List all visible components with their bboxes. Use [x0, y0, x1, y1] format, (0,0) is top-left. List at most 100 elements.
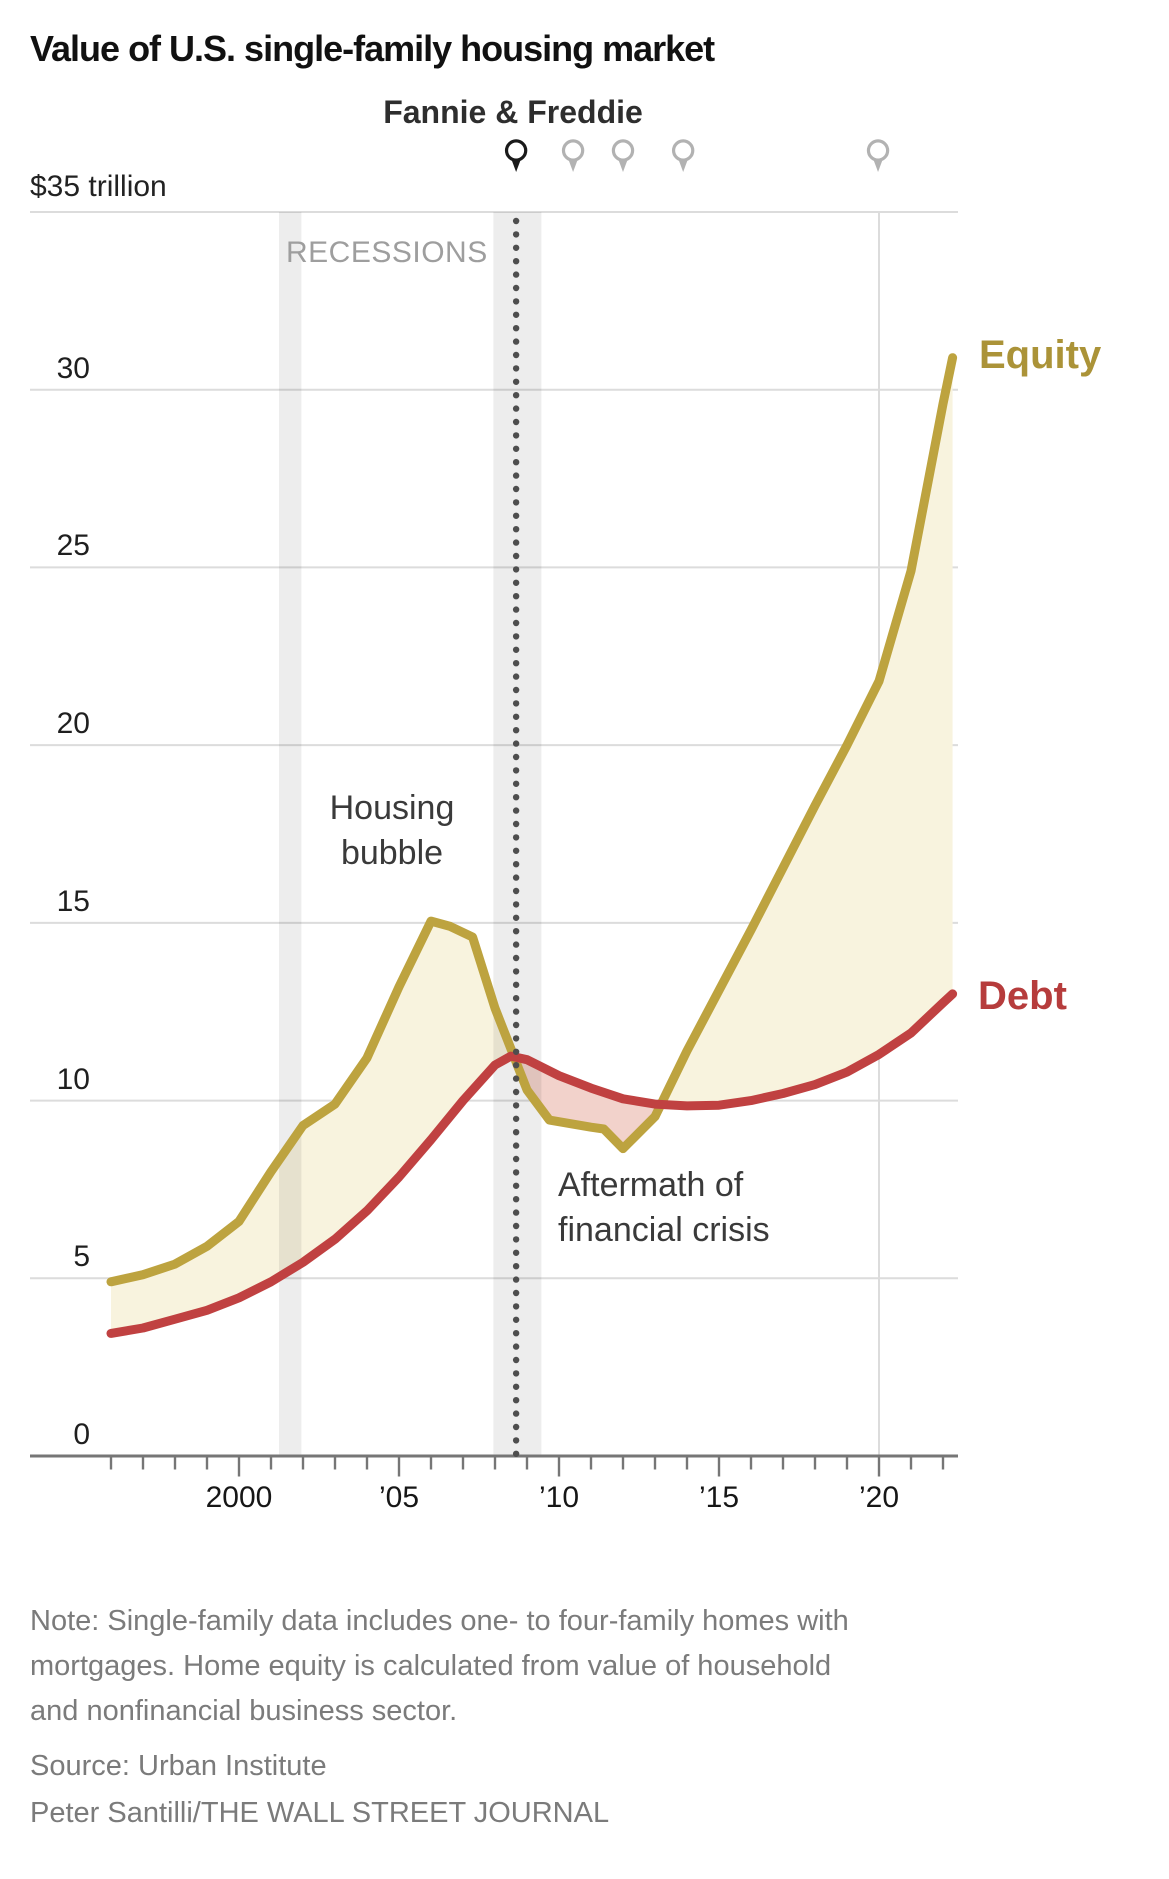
event-line-dot	[512, 1316, 520, 1323]
event-line-dot	[512, 418, 520, 426]
timeline-pin-icon[interactable]	[561, 139, 585, 172]
housing-bubble-annotation-line2: bubble	[340, 834, 444, 872]
event-line-dot	[512, 1075, 520, 1082]
debt-series-label: Debt	[978, 974, 1067, 1018]
y-tick-label-20: 20	[56, 707, 90, 741]
between-series-fills	[111, 357, 953, 1334]
event-line-dot	[512, 365, 520, 372]
timeline-pin-icon[interactable]	[611, 139, 635, 172]
event-line-dot	[512, 485, 520, 493]
event-line-dot	[512, 244, 520, 251]
event-dotted-line	[512, 217, 520, 1457]
event-pins	[504, 139, 890, 172]
event-line-dot	[512, 472, 520, 479]
event-line-dot	[512, 445, 520, 452]
debt-line	[106, 989, 958, 1338]
event-line-dot	[512, 646, 520, 653]
x-tick-label-2020: ’20	[858, 1481, 900, 1514]
y-tick-label-0: 0	[73, 1418, 90, 1451]
y-tick-label-10: 10	[56, 1062, 90, 1096]
event-line-dot	[512, 566, 520, 573]
footnote-line-2: mortgages. Home equity is calculated fro…	[30, 1650, 832, 1682]
event-line-dot	[512, 619, 520, 627]
equity-line	[106, 353, 958, 1287]
event-line-dot	[512, 1061, 520, 1069]
event-line-dot	[512, 1195, 520, 1203]
event-line-dot	[512, 378, 520, 385]
event-line-dot	[512, 887, 520, 895]
pin-head	[866, 139, 890, 162]
event-line-dot	[512, 954, 520, 962]
event-line-dot	[512, 740, 520, 747]
y-tick-label-25: 25	[56, 529, 90, 563]
event-line-dot	[512, 1102, 520, 1109]
credit-line: Peter Santilli/THE WALL STREET JOURNAL	[30, 1797, 610, 1829]
source-line: Source: Urban Institute	[30, 1750, 327, 1782]
event-line-dot	[512, 231, 520, 238]
timeline-pin-icon[interactable]	[671, 139, 695, 172]
x-tick-label-2000: 2000	[205, 1481, 273, 1514]
event-line-dot	[512, 1115, 520, 1122]
event-line-dot	[512, 284, 520, 292]
event-line-dot	[512, 1276, 520, 1283]
pin-head	[561, 139, 585, 162]
pin-tail	[677, 158, 689, 172]
x-tick-label-2015: ’15	[698, 1481, 740, 1514]
event-line-dot	[512, 820, 520, 828]
event-line-dot	[512, 1209, 520, 1216]
event-line-dot	[512, 1303, 520, 1310]
y-tick-label-15: 15	[56, 884, 90, 918]
y-axis-unit-label: $35 trillion	[30, 170, 167, 203]
event-line-dot	[512, 1155, 520, 1163]
event-line-dot	[512, 1410, 520, 1417]
event-line-dot	[512, 659, 520, 667]
recession-band	[493, 211, 542, 1456]
event-line-dot	[512, 351, 520, 359]
event-line-dot	[512, 1048, 520, 1055]
event-line-dot	[512, 793, 520, 801]
event-line-dot	[512, 391, 520, 399]
x-tick-label-2010: ’10	[538, 1481, 580, 1514]
timeline-pin-icon[interactable]	[866, 139, 890, 172]
pin-head	[504, 139, 528, 162]
event-line-dot	[512, 525, 520, 533]
event-line-dot	[512, 700, 520, 707]
event-line-dot	[512, 512, 520, 519]
footnote-line-1: Note: Single-family data includes one- t…	[30, 1605, 849, 1637]
event-line-dot	[512, 1356, 520, 1364]
event-line-dot	[512, 713, 520, 720]
equity-series-label: Equity	[979, 333, 1102, 377]
event-line-dot	[512, 579, 520, 586]
event-line-dot	[512, 994, 520, 1002]
event-line-dot	[512, 257, 520, 265]
event-line-dot	[512, 673, 520, 680]
event-line-dot	[512, 1396, 520, 1404]
event-line-dot	[512, 458, 520, 466]
event-line-dot	[512, 1289, 520, 1297]
event-line-dot	[512, 552, 520, 560]
fannie-freddie-pin-icon[interactable]	[504, 139, 528, 172]
event-line-dot	[512, 901, 520, 908]
y-tick-label-30: 30	[56, 351, 90, 385]
event-line-dot	[512, 981, 520, 988]
event-line-dot	[512, 1182, 520, 1189]
footnote-line-3: and nonfinancial business sector.	[30, 1695, 458, 1727]
event-line-dot	[512, 1236, 520, 1243]
event-line-dot	[512, 941, 520, 948]
event-line-dot	[512, 753, 520, 761]
equity-over-debt-fill	[660, 357, 953, 1106]
event-line-dot	[512, 874, 520, 881]
recessions-label: RECESSIONS	[286, 236, 488, 269]
pin-head	[611, 139, 635, 162]
event-line-dot	[512, 324, 520, 332]
aftermath-annotation-line1: Aftermath of	[558, 1166, 744, 1204]
x-axis	[30, 1454, 958, 1477]
event-line-dot	[512, 1088, 520, 1096]
event-line-dot	[512, 1222, 520, 1230]
event-line-dot	[512, 686, 520, 694]
x-tick-label-2005: ’05	[378, 1481, 420, 1514]
pin-tail	[617, 158, 629, 172]
event-line-dot	[512, 780, 520, 787]
